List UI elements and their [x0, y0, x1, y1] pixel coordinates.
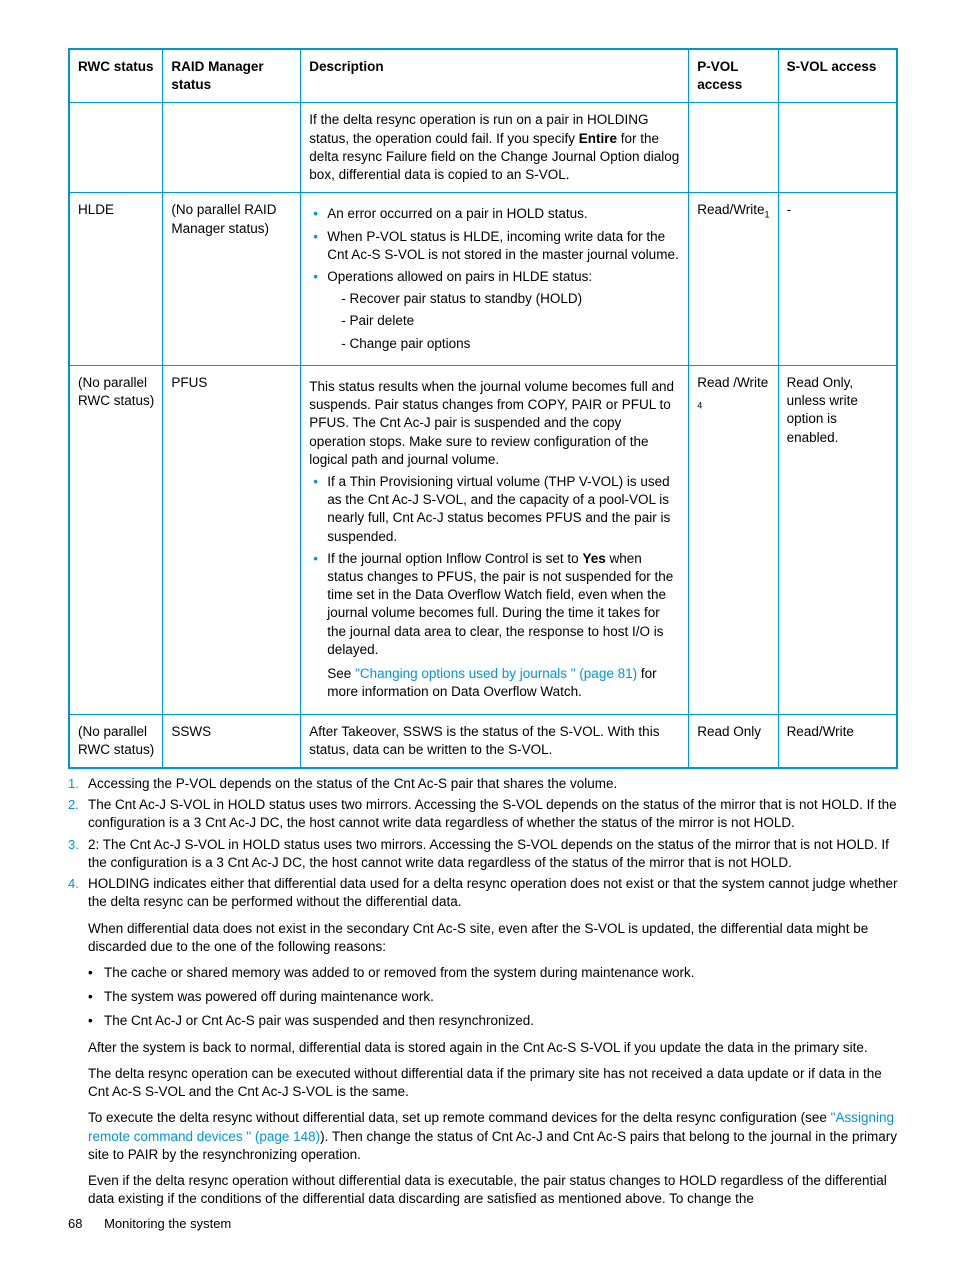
footnote-bullet: The Cnt Ac-J or Cnt Ac-S pair was suspen… [88, 1012, 898, 1030]
page-number: 68 [68, 1216, 82, 1231]
footnote-num: 2. [68, 796, 88, 814]
footnote-text: Accessing the P-VOL depends on the statu… [88, 775, 898, 793]
desc-text: See [327, 666, 355, 681]
table-row: (No parallel RWC status) SSWS After Take… [69, 714, 897, 768]
desc-text: This status results when the journal vol… [309, 378, 680, 469]
footnote-text: HOLDING indicates either that differenti… [88, 875, 898, 911]
desc-bullet: An error occurred on a pair in HOLD stat… [313, 205, 680, 223]
cell-rwc: (No parallel RWC status) [69, 714, 163, 768]
cell-pvol: Read/Write1 [689, 193, 778, 366]
desc-subitem: - Recover pair status to standby (HOLD) [341, 290, 680, 308]
cell-svol: Read/Write [778, 714, 897, 768]
th-rwc: RWC status [69, 49, 163, 103]
cell-raid [163, 103, 301, 193]
table-header-row: RWC status RAID Manager status Descripti… [69, 49, 897, 103]
cell-svol: - [778, 193, 897, 366]
desc-text: If the journal option Inflow Control is … [327, 551, 582, 566]
status-table: RWC status RAID Manager status Descripti… [68, 48, 898, 769]
cell-raid: PFUS [163, 365, 301, 714]
cell-svol: Read Only, unless write option is enable… [778, 365, 897, 714]
table-row: HLDE (No parallel RAID Manager status) A… [69, 193, 897, 366]
desc-bullet: Operations allowed on pairs in HLDE stat… [313, 268, 680, 353]
footnote-num: 3. [68, 836, 88, 854]
th-raid: RAID Manager status [163, 49, 301, 103]
desc-bullet: When P-VOL status is HLDE, incoming writ… [313, 228, 680, 264]
page-footer: 68 Monitoring the system [68, 1215, 231, 1233]
desc-bullet: If the journal option Inflow Control is … [313, 550, 680, 702]
cell-desc: After Takeover, SSWS is the status of th… [301, 714, 689, 768]
footnote-text: The Cnt Ac-J S-VOL in HOLD status uses t… [88, 796, 898, 832]
cell-rwc [69, 103, 163, 193]
cell-rwc: HLDE [69, 193, 163, 366]
cell-desc: An error occurred on a pair in HOLD stat… [301, 193, 689, 366]
th-svol: S-VOL access [778, 49, 897, 103]
footnote-text: Even if the delta resync operation witho… [68, 1172, 898, 1208]
footnote-num: 1. [68, 775, 88, 793]
desc-subitem: - Change pair options [341, 335, 680, 353]
cell-pvol: Read /Write 4 [689, 365, 778, 714]
footnote-bullet: The system was powered off during mainte… [88, 988, 898, 1006]
cell-pvol: Read Only [689, 714, 778, 768]
page-title: Monitoring the system [104, 1216, 231, 1231]
footnote-text: The delta resync operation can be execut… [68, 1065, 898, 1101]
th-desc: Description [301, 49, 689, 103]
footnotes: 1. Accessing the P-VOL depends on the st… [68, 775, 898, 1208]
link-journals[interactable]: "Changing options used by journals " (pa… [355, 666, 637, 681]
footnote-num: 4. [68, 875, 88, 893]
footnote-ref: 4 [697, 401, 702, 411]
th-pvol: P-VOL access [689, 49, 778, 103]
cell-pvol [689, 103, 778, 193]
footnote-ref: 1 [765, 210, 770, 220]
table-row: (No parallel RWC status) PFUS This statu… [69, 365, 897, 714]
desc-bullet: If a Thin Provisioning virtual volume (T… [313, 473, 680, 546]
desc-text: when status changes to PFUS, the pair is… [327, 551, 673, 657]
footnote-text: To execute the delta resync without diff… [68, 1109, 898, 1164]
cell-rwc: (No parallel RWC status) [69, 365, 163, 714]
desc-text: Operations allowed on pairs in HLDE stat… [327, 269, 592, 284]
table-row: If the delta resync operation is run on … [69, 103, 897, 193]
desc-bold: Yes [582, 551, 605, 566]
pvol-text: Read/Write [697, 202, 764, 217]
cell-raid: (No parallel RAID Manager status) [163, 193, 301, 366]
cell-desc: If the delta resync operation is run on … [301, 103, 689, 193]
cell-desc: This status results when the journal vol… [301, 365, 689, 714]
footnote-text: After the system is back to normal, diff… [68, 1039, 898, 1057]
footnote-text: When differential data does not exist in… [68, 920, 898, 956]
desc-bold: Entire [579, 131, 617, 146]
pvol-text: Read /Write [697, 375, 768, 390]
footnote-bullet: The cache or shared memory was added to … [88, 964, 898, 982]
cell-raid: SSWS [163, 714, 301, 768]
cell-svol [778, 103, 897, 193]
footnote-text: 2: The Cnt Ac-J S-VOL in HOLD status use… [88, 836, 898, 872]
desc-subitem: - Pair delete [341, 312, 680, 330]
footnote-text: To execute the delta resync without diff… [88, 1110, 831, 1125]
